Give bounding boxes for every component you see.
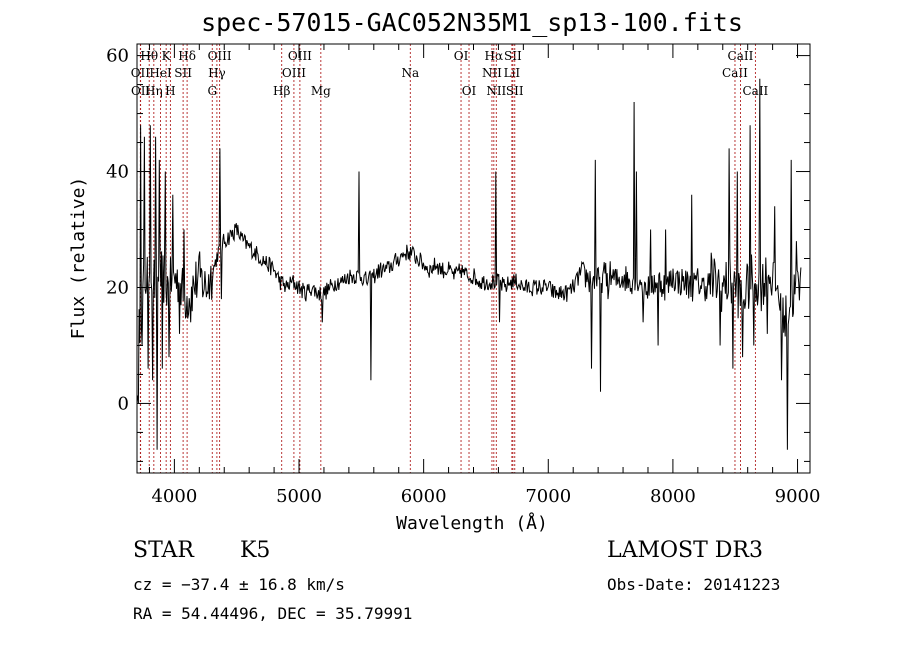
line-label: Mg [311, 84, 331, 98]
line-label: OIII [208, 49, 232, 63]
line-label: SII [504, 49, 522, 63]
line-markers: HθOIIOIIHηHeIKHSIIHδGHγOIIIHβOIIIOIIIMgN… [131, 44, 769, 473]
line-label: K [162, 49, 172, 63]
line-label: Na [401, 66, 419, 80]
redshift-cz: cz = −37.4 ± 16.8 km/s [133, 575, 345, 594]
line-label: NII [486, 84, 506, 98]
x-axis-label: Wavelength (Å) [396, 512, 548, 534]
line-label: OIII [288, 49, 312, 63]
y-tick-label: 40 [106, 162, 129, 183]
line-label: CaII [728, 49, 754, 63]
line-label: SII [506, 84, 524, 98]
survey-name: LAMOST DR3 [607, 538, 763, 563]
x-tick-label: 4000 [151, 486, 197, 507]
line-label: Hη [145, 84, 163, 98]
line-label: LiI [504, 66, 521, 80]
line-label: G [207, 84, 217, 98]
line-label: OIII [282, 66, 306, 80]
line-label: CaII [742, 84, 768, 98]
x-tick-label: 5000 [276, 486, 322, 507]
x-tick-label: 7000 [525, 486, 571, 507]
x-tick-label: 8000 [650, 486, 696, 507]
line-label: OI [462, 84, 477, 98]
coordinates: RA = 54.44496, DEC = 35.79991 [133, 604, 413, 623]
line-label: NII [482, 66, 502, 80]
line-label: CaII [722, 66, 748, 80]
line-label: Hβ [273, 84, 290, 98]
line-label: Hγ [208, 66, 226, 80]
line-label: H [165, 84, 175, 98]
x-axis-ticks: 4000 5000 6000 7000 8000 9000 [148, 44, 821, 507]
observation-date: Obs-Date: 20141223 [607, 575, 781, 594]
line-label: Hδ [178, 49, 196, 63]
y-axis-ticks: 0 20 40 60 [106, 46, 810, 462]
object-subclass: K5 [240, 538, 271, 563]
y-tick-label: 0 [118, 393, 129, 414]
line-label: OI [454, 49, 469, 63]
spectrum-series [137, 78, 802, 450]
x-tick-label: 6000 [401, 486, 447, 507]
x-tick-label: 9000 [775, 486, 821, 507]
plot-title: spec-57015-GAC052N35M1_sp13-100.fits [201, 8, 743, 37]
spectrum-line [137, 78, 802, 450]
y-tick-label: 20 [106, 277, 129, 298]
y-tick-label: 60 [106, 46, 129, 67]
object-class: STAR [133, 538, 194, 563]
line-label: SII [174, 66, 192, 80]
line-label: HeI [149, 66, 172, 80]
line-label: OII [131, 84, 151, 98]
y-axis-label: Flux (relative) [68, 177, 89, 340]
plot-frame [136, 43, 811, 474]
line-label: Hα [485, 49, 504, 63]
